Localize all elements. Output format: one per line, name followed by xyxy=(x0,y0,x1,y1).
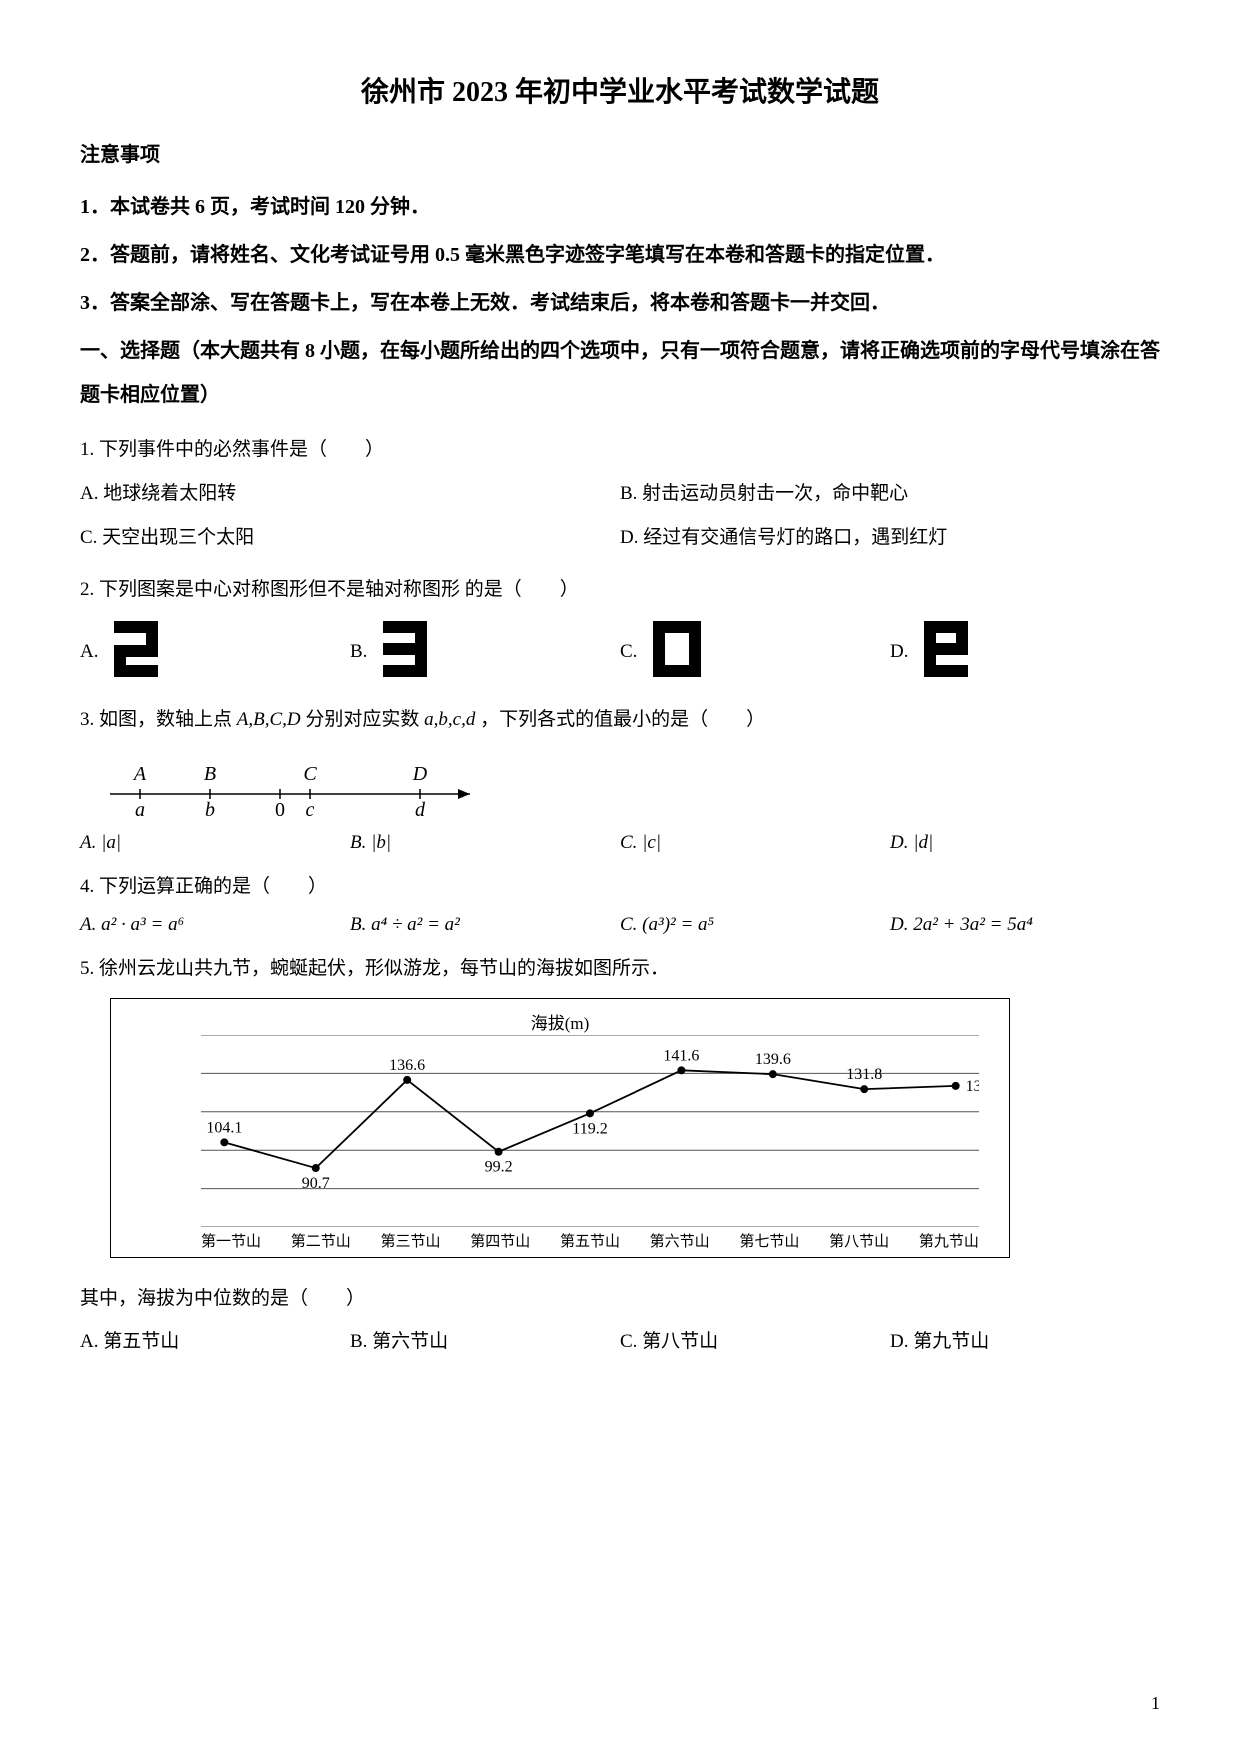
svg-text:119.2: 119.2 xyxy=(572,1120,607,1137)
q2-label-b: B. xyxy=(350,641,367,663)
q4-opt-b: B. a⁴ ÷ a² = a² xyxy=(350,914,620,936)
chart-xlabel: 第八节山 xyxy=(829,1230,889,1251)
svg-text:d: d xyxy=(415,799,426,819)
q4-opt-a: A. a² · a³ = a⁶ xyxy=(80,914,350,936)
notice-1: 1．本试卷共 6 页，考试时间 120 分钟． xyxy=(80,185,1160,229)
svg-text:133.5: 133.5 xyxy=(966,1078,979,1095)
page-number: 1 xyxy=(1151,1693,1160,1714)
q3-opt-a: A. |a| xyxy=(80,832,350,854)
q1-opt-a: A. 地球绕着太阳转 xyxy=(80,475,620,513)
q5-stem2: 其中，海拔为中位数的是（ ） xyxy=(80,1280,1160,1318)
q1-stem: 1. 下列事件中的必然事件是（ ） xyxy=(80,431,1160,469)
chart-xlabel: 第一节山 xyxy=(201,1230,261,1251)
q3-stem-mid: 分别对应实数 xyxy=(301,709,425,730)
q2-shape-d-icon xyxy=(916,617,980,687)
chart-xlabel: 第三节山 xyxy=(380,1230,440,1251)
notice-3: 3．答案全部涂、写在答题卡上，写在本卷上无效．考试结束后，将本卷和答题卡一并交回… xyxy=(80,281,1160,325)
svg-text:131.8: 131.8 xyxy=(846,1066,882,1083)
svg-text:A: A xyxy=(132,763,147,785)
chart-area: 60.080.0100.0120.0140.0160.0104.190.7136… xyxy=(201,1035,979,1227)
section-1-header: 一、选择题（本大题共有 8 小题，在每小题所给出的四个选项中，只有一项符合题意，… xyxy=(80,329,1160,417)
chart-xlabel: 第五节山 xyxy=(560,1230,620,1251)
q5-chart: 海拔(m) 60.080.0100.0120.0140.0160.0104.19… xyxy=(110,998,1010,1258)
notice-2: 2．答题前，请将姓名、文化考试证号用 0.5 毫米黑色字迹签字笔填写在本卷和答题… xyxy=(80,233,1160,277)
chart-yaxis-title: 海拔(m) xyxy=(531,1009,590,1034)
q4-opt-d: D. 2a² + 3a² = 5a⁴ xyxy=(890,914,1160,936)
q5-options: A. 第五节山 B. 第六节山 C. 第八节山 D. 第九节山 xyxy=(80,1326,1160,1353)
q4-options: A. a² · a³ = a⁶ B. a⁴ ÷ a² = a² C. (a³)²… xyxy=(80,914,1160,936)
q4-stem: 4. 下列运算正确的是（ ） xyxy=(80,868,1160,906)
notice-header: 注意事项 xyxy=(80,138,1160,167)
q2-opt-a: A. xyxy=(80,617,350,687)
q4-opt-c: C. (a³)² = a⁵ xyxy=(620,914,890,936)
svg-text:c: c xyxy=(306,799,315,819)
page-title: 徐州市 2023 年初中学业水平考试数学试题 xyxy=(80,70,1160,110)
q2-opt-c: C. xyxy=(620,617,890,687)
chart-xlabel: 第六节山 xyxy=(650,1230,710,1251)
numberline-svg: Aa Bb 0Cc Dd xyxy=(100,749,480,819)
q5-opt-b: B. 第六节山 xyxy=(350,1326,620,1353)
q3-opt-c: C. |c| xyxy=(620,832,890,854)
q5-stem: 5. 徐州云龙山共九节，蜿蜒起伏，形似游龙，每节山的海拔如图所示． xyxy=(80,950,1160,988)
svg-text:B: B xyxy=(204,763,216,785)
q3-stem-post: ，下列各式的值最小的是（ ） xyxy=(475,709,765,730)
svg-text:D: D xyxy=(412,763,428,785)
q5-opt-a: A. 第五节山 xyxy=(80,1326,350,1353)
q2-shape-b-icon xyxy=(375,617,439,687)
svg-text:104.1: 104.1 xyxy=(206,1119,242,1136)
q1-opt-b: B. 射击运动员射击一次，命中靶心 xyxy=(620,475,1160,513)
q2-opt-d: D. xyxy=(890,617,1160,687)
q3-stem-vars: a,b,c,d xyxy=(424,709,475,730)
q1-options-row2: C. 天空出现三个太阳 D. 经过有交通信号灯的路口，遇到红灯 xyxy=(80,519,1160,557)
chart-xlabel: 第二节山 xyxy=(291,1230,351,1251)
q2-options: A. B. C. D. xyxy=(80,617,1160,687)
q1-opt-d: D. 经过有交通信号灯的路口，遇到红灯 xyxy=(620,519,1160,557)
q2-shape-a-icon xyxy=(106,617,170,687)
q5-opt-d: D. 第九节山 xyxy=(890,1326,1160,1353)
q2-label-a: A. xyxy=(80,641,98,663)
svg-text:b: b xyxy=(205,799,215,819)
chart-xlabel: 第四节山 xyxy=(470,1230,530,1251)
svg-text:a: a xyxy=(135,799,145,819)
q2-stem: 2. 下列图案是中心对称图形但不是轴对称图形 的是（ ） xyxy=(80,571,1160,609)
chart-svg: 60.080.0100.0120.0140.0160.0104.190.7136… xyxy=(201,1035,979,1227)
svg-text:141.6: 141.6 xyxy=(663,1047,699,1064)
svg-text:0: 0 xyxy=(275,799,285,819)
q5-opt-c: C. 第八节山 xyxy=(620,1326,890,1353)
q1-options-row1: A. 地球绕着太阳转 B. 射击运动员射击一次，命中靶心 xyxy=(80,475,1160,513)
q2-opt-b: B. xyxy=(350,617,620,687)
q3-options: A. |a| B. |b| C. |c| D. |d| xyxy=(80,832,1160,854)
q3-numberline: Aa Bb 0Cc Dd xyxy=(100,749,1160,824)
q3-stem-pts: A,B,C,D xyxy=(237,709,301,730)
q2-label-d: D. xyxy=(890,641,908,663)
q1-opt-c: C. 天空出现三个太阳 xyxy=(80,519,620,557)
svg-text:C: C xyxy=(303,763,317,785)
svg-text:90.7: 90.7 xyxy=(302,1175,330,1192)
q3-stem-pre: 3. 如图，数轴上点 xyxy=(80,709,237,730)
svg-text:99.2: 99.2 xyxy=(485,1159,513,1176)
q2-label-c: C. xyxy=(620,641,637,663)
chart-xlabel: 第九节山 xyxy=(919,1230,979,1251)
q3-opt-d: D. |d| xyxy=(890,832,1160,854)
chart-xlabels: 第一节山 第二节山 第三节山 第四节山 第五节山 第六节山 第七节山 第八节山 第九节山 xyxy=(201,1230,979,1251)
q3-opt-b: B. |b| xyxy=(350,832,620,854)
svg-text:139.6: 139.6 xyxy=(755,1051,791,1068)
svg-text:136.6: 136.6 xyxy=(389,1057,425,1074)
chart-xlabel: 第七节山 xyxy=(739,1230,799,1251)
q3-stem: 3. 如图，数轴上点 A,B,C,D 分别对应实数 a,b,c,d ，下列各式的… xyxy=(80,701,1160,739)
q2-shape-c-icon xyxy=(645,617,709,687)
